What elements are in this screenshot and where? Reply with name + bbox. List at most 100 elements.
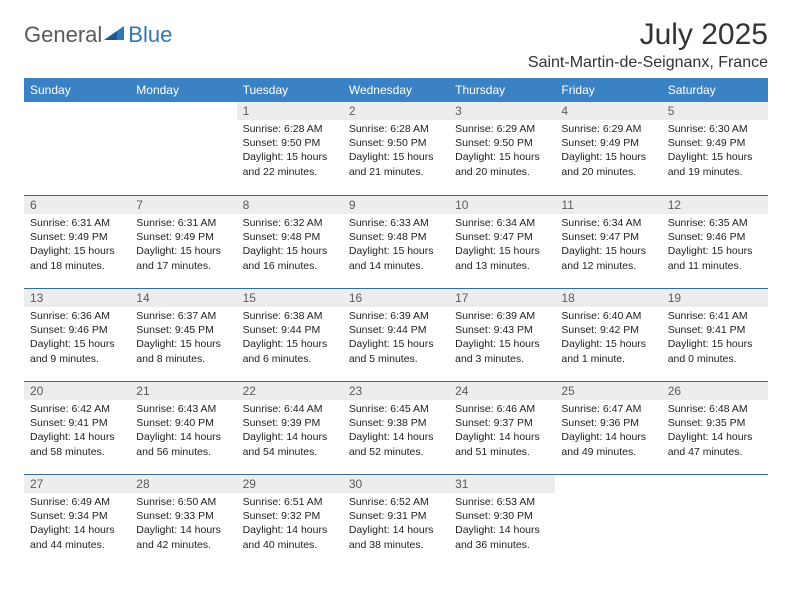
sunrise-line: Sunrise: 6:47 AM	[561, 402, 655, 416]
sunrise-line: Sunrise: 6:29 AM	[561, 122, 655, 136]
daylight-line: Daylight: 14 hours and 44 minutes.	[30, 523, 124, 551]
sunrise-line: Sunrise: 6:52 AM	[349, 495, 443, 509]
sunset-line: Sunset: 9:41 PM	[30, 416, 124, 430]
daylight-line: Daylight: 14 hours and 47 minutes.	[668, 430, 762, 458]
sunrise-line: Sunrise: 6:28 AM	[349, 122, 443, 136]
calendar-day-cell: 30Sunrise: 6:52 AMSunset: 9:31 PMDayligh…	[343, 474, 449, 567]
sunrise-line: Sunrise: 6:45 AM	[349, 402, 443, 416]
daylight-line: Daylight: 14 hours and 58 minutes.	[30, 430, 124, 458]
calendar-day-cell: 29Sunrise: 6:51 AMSunset: 9:32 PMDayligh…	[237, 474, 343, 567]
day-number: 4	[555, 102, 661, 120]
calendar-day-cell: 4Sunrise: 6:29 AMSunset: 9:49 PMDaylight…	[555, 102, 661, 195]
daylight-line: Daylight: 14 hours and 36 minutes.	[455, 523, 549, 551]
weekday-header: Tuesday	[237, 78, 343, 102]
day-number: 23	[343, 381, 449, 400]
day-details: Sunrise: 6:35 AMSunset: 9:46 PMDaylight:…	[662, 214, 768, 277]
day-number: 8	[237, 195, 343, 214]
day-number: 10	[449, 195, 555, 214]
day-number: 3	[449, 102, 555, 120]
calendar-week-row: 27Sunrise: 6:49 AMSunset: 9:34 PMDayligh…	[24, 474, 768, 567]
daylight-line: Daylight: 14 hours and 40 minutes.	[243, 523, 337, 551]
sunrise-line: Sunrise: 6:44 AM	[243, 402, 337, 416]
sunrise-line: Sunrise: 6:42 AM	[30, 402, 124, 416]
day-details: Sunrise: 6:48 AMSunset: 9:35 PMDaylight:…	[662, 400, 768, 463]
month-title: July 2025	[528, 18, 768, 52]
header: General Blue July 2025 Saint-Martin-de-S…	[24, 18, 768, 72]
day-number: 5	[662, 102, 768, 120]
calendar-day-cell: 3Sunrise: 6:29 AMSunset: 9:50 PMDaylight…	[449, 102, 555, 195]
day-number: 27	[24, 474, 130, 493]
day-number: 31	[449, 474, 555, 493]
daylight-line: Daylight: 15 hours and 22 minutes.	[243, 150, 337, 178]
calendar-empty-cell	[130, 102, 236, 195]
day-number: 1	[237, 102, 343, 120]
sunset-line: Sunset: 9:44 PM	[349, 323, 443, 337]
location: Saint-Martin-de-Seignanx, France	[528, 54, 768, 72]
calendar-day-cell: 23Sunrise: 6:45 AMSunset: 9:38 PMDayligh…	[343, 381, 449, 474]
daylight-line: Daylight: 15 hours and 14 minutes.	[349, 244, 443, 272]
sunrise-line: Sunrise: 6:48 AM	[668, 402, 762, 416]
day-number: 18	[555, 288, 661, 307]
day-details: Sunrise: 6:43 AMSunset: 9:40 PMDaylight:…	[130, 400, 236, 463]
sunset-line: Sunset: 9:42 PM	[561, 323, 655, 337]
sunset-line: Sunset: 9:45 PM	[136, 323, 230, 337]
calendar-week-row: 20Sunrise: 6:42 AMSunset: 9:41 PMDayligh…	[24, 381, 768, 474]
sunset-line: Sunset: 9:46 PM	[668, 230, 762, 244]
calendar-day-cell: 10Sunrise: 6:34 AMSunset: 9:47 PMDayligh…	[449, 195, 555, 288]
sunset-line: Sunset: 9:38 PM	[349, 416, 443, 430]
sunset-line: Sunset: 9:50 PM	[455, 136, 549, 150]
day-details: Sunrise: 6:37 AMSunset: 9:45 PMDaylight:…	[130, 307, 236, 370]
sunset-line: Sunset: 9:30 PM	[455, 509, 549, 523]
day-details: Sunrise: 6:38 AMSunset: 9:44 PMDaylight:…	[237, 307, 343, 370]
daylight-line: Daylight: 14 hours and 38 minutes.	[349, 523, 443, 551]
calendar-day-cell: 20Sunrise: 6:42 AMSunset: 9:41 PMDayligh…	[24, 381, 130, 474]
calendar-day-cell: 26Sunrise: 6:48 AMSunset: 9:35 PMDayligh…	[662, 381, 768, 474]
calendar-day-cell: 27Sunrise: 6:49 AMSunset: 9:34 PMDayligh…	[24, 474, 130, 567]
sunset-line: Sunset: 9:47 PM	[561, 230, 655, 244]
calendar-table: SundayMondayTuesdayWednesdayThursdayFrid…	[24, 78, 768, 567]
day-details: Sunrise: 6:42 AMSunset: 9:41 PMDaylight:…	[24, 400, 130, 463]
sunset-line: Sunset: 9:49 PM	[561, 136, 655, 150]
logo-text-blue: Blue	[128, 22, 172, 48]
day-number: 24	[449, 381, 555, 400]
day-number: 7	[130, 195, 236, 214]
day-number: 21	[130, 381, 236, 400]
weekday-header: Saturday	[662, 78, 768, 102]
sunset-line: Sunset: 9:50 PM	[349, 136, 443, 150]
sunset-line: Sunset: 9:46 PM	[30, 323, 124, 337]
day-number: 6	[24, 195, 130, 214]
sunrise-line: Sunrise: 6:38 AM	[243, 309, 337, 323]
day-details: Sunrise: 6:39 AMSunset: 9:43 PMDaylight:…	[449, 307, 555, 370]
sunset-line: Sunset: 9:40 PM	[136, 416, 230, 430]
day-details: Sunrise: 6:28 AMSunset: 9:50 PMDaylight:…	[343, 120, 449, 183]
day-details: Sunrise: 6:49 AMSunset: 9:34 PMDaylight:…	[24, 493, 130, 556]
sunrise-line: Sunrise: 6:39 AM	[349, 309, 443, 323]
daylight-line: Daylight: 14 hours and 54 minutes.	[243, 430, 337, 458]
sunset-line: Sunset: 9:31 PM	[349, 509, 443, 523]
day-details: Sunrise: 6:36 AMSunset: 9:46 PMDaylight:…	[24, 307, 130, 370]
day-details: Sunrise: 6:40 AMSunset: 9:42 PMDaylight:…	[555, 307, 661, 370]
sunrise-line: Sunrise: 6:35 AM	[668, 216, 762, 230]
day-details: Sunrise: 6:45 AMSunset: 9:38 PMDaylight:…	[343, 400, 449, 463]
calendar-header-row: SundayMondayTuesdayWednesdayThursdayFrid…	[24, 78, 768, 102]
sunrise-line: Sunrise: 6:53 AM	[455, 495, 549, 509]
sunrise-line: Sunrise: 6:34 AM	[561, 216, 655, 230]
day-details: Sunrise: 6:29 AMSunset: 9:50 PMDaylight:…	[449, 120, 555, 183]
daylight-line: Daylight: 15 hours and 1 minute.	[561, 337, 655, 365]
sunrise-line: Sunrise: 6:29 AM	[455, 122, 549, 136]
day-number: 28	[130, 474, 236, 493]
sunset-line: Sunset: 9:35 PM	[668, 416, 762, 430]
day-number: 25	[555, 381, 661, 400]
day-details: Sunrise: 6:31 AMSunset: 9:49 PMDaylight:…	[24, 214, 130, 277]
calendar-day-cell: 6Sunrise: 6:31 AMSunset: 9:49 PMDaylight…	[24, 195, 130, 288]
day-details: Sunrise: 6:34 AMSunset: 9:47 PMDaylight:…	[449, 214, 555, 277]
daylight-line: Daylight: 15 hours and 20 minutes.	[455, 150, 549, 178]
daylight-line: Daylight: 15 hours and 3 minutes.	[455, 337, 549, 365]
sunrise-line: Sunrise: 6:51 AM	[243, 495, 337, 509]
daylight-line: Daylight: 14 hours and 52 minutes.	[349, 430, 443, 458]
sunrise-line: Sunrise: 6:37 AM	[136, 309, 230, 323]
daylight-line: Daylight: 15 hours and 12 minutes.	[561, 244, 655, 272]
daylight-line: Daylight: 15 hours and 18 minutes.	[30, 244, 124, 272]
daylight-line: Daylight: 14 hours and 42 minutes.	[136, 523, 230, 551]
calendar-day-cell: 17Sunrise: 6:39 AMSunset: 9:43 PMDayligh…	[449, 288, 555, 381]
